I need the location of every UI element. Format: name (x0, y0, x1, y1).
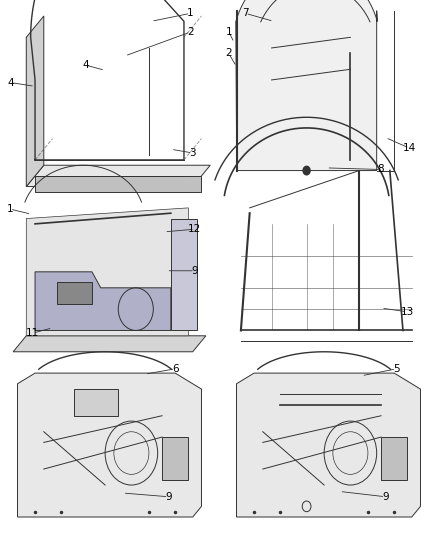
Circle shape (303, 166, 310, 175)
Text: 3: 3 (189, 148, 196, 158)
Bar (35, 176, 201, 192)
Text: 2: 2 (187, 27, 194, 37)
Polygon shape (26, 208, 188, 336)
Text: 9: 9 (382, 492, 389, 502)
Polygon shape (26, 16, 44, 187)
Text: 14: 14 (403, 143, 416, 153)
Text: 12: 12 (188, 224, 201, 234)
Text: 2: 2 (225, 49, 232, 58)
Bar (57, 282, 92, 304)
Bar (381, 437, 407, 480)
Text: 7: 7 (242, 9, 249, 18)
Bar (74, 389, 118, 416)
Text: 9: 9 (165, 492, 172, 502)
Polygon shape (26, 165, 210, 187)
Text: 11: 11 (26, 328, 39, 338)
Text: 1: 1 (6, 204, 13, 214)
Polygon shape (18, 373, 201, 517)
Text: 9: 9 (191, 266, 198, 276)
Text: 5: 5 (393, 364, 400, 374)
Text: 4: 4 (7, 78, 14, 87)
Text: 13: 13 (401, 307, 414, 317)
Polygon shape (237, 373, 420, 517)
Polygon shape (236, 0, 378, 171)
Polygon shape (171, 219, 197, 330)
Text: 1: 1 (225, 27, 232, 37)
Text: 4: 4 (82, 60, 89, 70)
Bar (162, 437, 188, 480)
Polygon shape (13, 336, 206, 352)
Polygon shape (35, 272, 171, 330)
Text: 1: 1 (187, 9, 194, 18)
Text: 6: 6 (172, 364, 179, 374)
Text: 8: 8 (378, 165, 385, 174)
